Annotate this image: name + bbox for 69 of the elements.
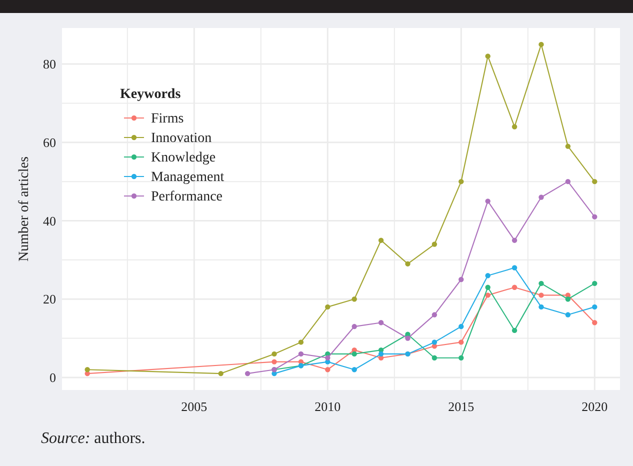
point <box>485 284 490 290</box>
point <box>244 370 250 376</box>
point <box>458 324 464 330</box>
point <box>538 292 544 298</box>
legend-label: Firms <box>151 112 184 126</box>
point <box>432 312 438 318</box>
point <box>565 312 571 318</box>
legend-label: Management <box>151 170 224 185</box>
point <box>565 178 571 184</box>
point <box>458 355 464 360</box>
point <box>565 296 571 302</box>
point <box>512 238 518 243</box>
point <box>592 214 598 220</box>
legend-title: Keywords <box>120 87 182 102</box>
y-tick-label: 20 <box>43 292 56 307</box>
point <box>84 367 90 372</box>
point <box>458 276 464 282</box>
point <box>272 351 277 357</box>
point <box>298 351 304 357</box>
y-tick-label: 80 <box>43 56 56 72</box>
point <box>485 198 490 204</box>
y-tick-label: 60 <box>43 134 56 150</box>
point <box>538 304 544 310</box>
y-axis-title: Number of articles <box>17 156 32 262</box>
point <box>565 144 571 149</box>
point <box>538 42 544 48</box>
point <box>352 296 357 302</box>
point <box>458 340 464 345</box>
y-tick-label: 40 <box>43 213 56 228</box>
point <box>325 367 330 372</box>
point <box>512 124 518 130</box>
point <box>538 194 544 200</box>
point <box>512 284 518 290</box>
point <box>592 178 598 184</box>
point <box>485 273 490 278</box>
point <box>378 238 384 243</box>
point <box>485 292 490 298</box>
point <box>592 320 598 326</box>
x-tick-label: 2010 <box>314 399 341 414</box>
point <box>218 370 224 376</box>
point <box>485 54 490 59</box>
point <box>272 359 277 364</box>
legend-label: Knowledge <box>151 150 216 166</box>
point <box>512 328 518 334</box>
y-tick-label: 0 <box>50 370 56 385</box>
point <box>432 340 438 345</box>
point <box>352 351 357 357</box>
point <box>458 178 464 184</box>
point <box>592 280 598 286</box>
x-tick-label: 2020 <box>582 399 608 414</box>
point <box>298 340 304 345</box>
point <box>592 304 598 310</box>
point <box>405 336 410 341</box>
point <box>352 367 357 372</box>
point <box>325 304 330 310</box>
point <box>538 280 544 286</box>
legend-label: Innovation <box>151 131 212 146</box>
source-note: Source: authors. <box>41 430 146 447</box>
point <box>378 320 384 326</box>
point <box>405 261 410 266</box>
point <box>512 265 518 270</box>
point <box>352 324 357 330</box>
x-tick-label: 2015 <box>448 399 474 414</box>
x-tick-label: 2005 <box>181 399 208 414</box>
point <box>432 355 438 360</box>
legend-label: Performance <box>151 190 223 204</box>
point <box>432 242 438 247</box>
point <box>325 355 330 360</box>
point <box>378 351 384 357</box>
